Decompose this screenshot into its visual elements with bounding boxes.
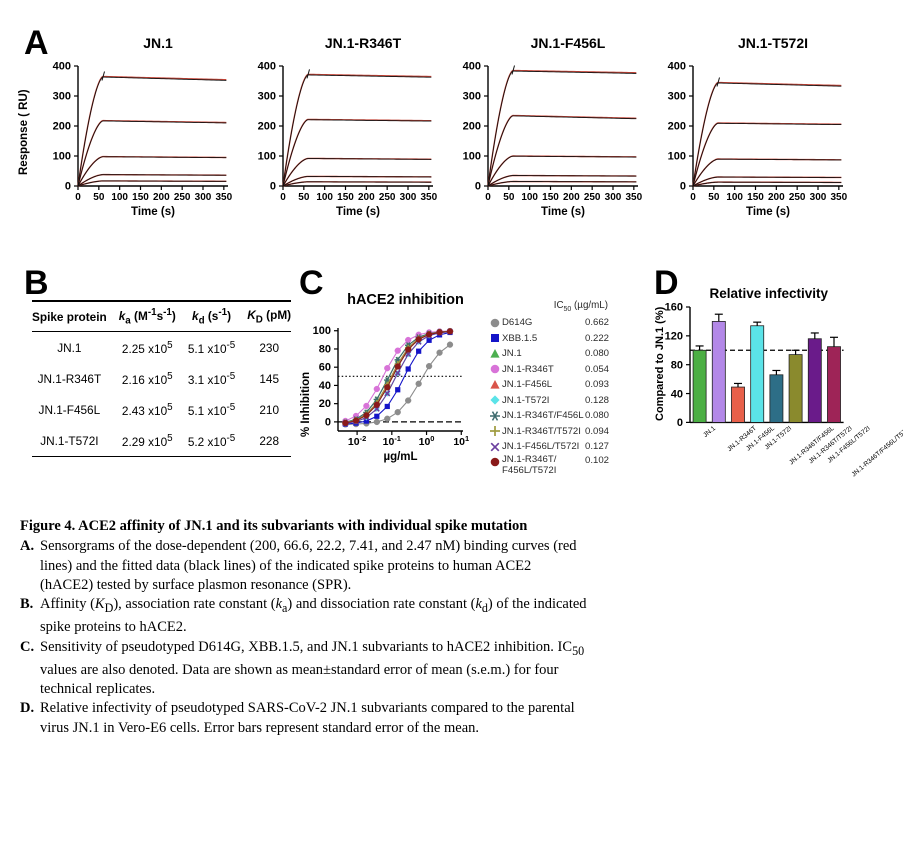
svg-text:40: 40 — [319, 380, 331, 392]
svg-text:0: 0 — [270, 181, 276, 193]
svg-text:400: 400 — [258, 61, 276, 73]
svg-text:150: 150 — [747, 192, 764, 203]
svg-text:200: 200 — [53, 121, 71, 133]
svg-text:400: 400 — [668, 61, 686, 73]
svg-text:10-2: 10-2 — [348, 434, 366, 449]
svg-text:20: 20 — [319, 398, 331, 410]
svg-text:300: 300 — [195, 192, 212, 203]
svg-text:50: 50 — [503, 192, 515, 203]
svg-text:50: 50 — [93, 192, 105, 203]
svg-text:100: 100 — [463, 151, 481, 163]
svg-text:JN.1: JN.1 — [143, 36, 173, 51]
svg-text:40: 40 — [671, 388, 683, 400]
svg-text:80: 80 — [319, 343, 331, 355]
svg-text:101: 101 — [453, 434, 469, 449]
svg-text:Relative infectivity: Relative infectivity — [710, 286, 829, 301]
svg-text:60: 60 — [319, 362, 331, 374]
svg-text:Time (s): Time (s) — [541, 206, 585, 218]
svg-text:300: 300 — [605, 192, 622, 203]
svg-text:JN.1-R346T: JN.1-R346T — [325, 36, 402, 51]
svg-text:100: 100 — [521, 192, 538, 203]
svg-text:250: 250 — [379, 192, 396, 203]
svg-text:350: 350 — [215, 192, 232, 203]
svg-text:50: 50 — [298, 192, 310, 203]
svg-text:100: 100 — [258, 151, 276, 163]
svg-text:400: 400 — [53, 61, 71, 73]
svg-text:300: 300 — [463, 91, 481, 103]
svg-text:150: 150 — [132, 192, 149, 203]
svg-text:10-1: 10-1 — [383, 434, 401, 449]
svg-text:0: 0 — [325, 416, 331, 428]
svg-text:0: 0 — [280, 192, 286, 203]
svg-text:150: 150 — [542, 192, 559, 203]
svg-text:hACE2 inhibition: hACE2 inhibition — [347, 292, 464, 308]
svg-text:200: 200 — [358, 192, 375, 203]
svg-text:0: 0 — [680, 181, 686, 193]
svg-text:200: 200 — [258, 121, 276, 133]
svg-text:200: 200 — [563, 192, 580, 203]
svg-text:JN.1-F456L: JN.1-F456L — [531, 36, 606, 51]
svg-text:160: 160 — [665, 302, 683, 314]
svg-text:0: 0 — [677, 417, 683, 429]
svg-text:200: 200 — [668, 121, 686, 133]
svg-text:250: 250 — [584, 192, 601, 203]
svg-text:200: 200 — [768, 192, 785, 203]
svg-text:150: 150 — [337, 192, 354, 203]
svg-text:0: 0 — [690, 192, 696, 203]
svg-text:50: 50 — [708, 192, 720, 203]
svg-text:300: 300 — [258, 91, 276, 103]
svg-text:350: 350 — [830, 192, 847, 203]
svg-text:300: 300 — [53, 91, 71, 103]
svg-text:100: 100 — [726, 192, 743, 203]
svg-text:µg/mL: µg/mL — [383, 451, 417, 463]
svg-text:100: 100 — [53, 151, 71, 163]
svg-text:100: 100 — [419, 434, 435, 449]
svg-text:350: 350 — [420, 192, 437, 203]
svg-text:100: 100 — [316, 192, 333, 203]
svg-text:200: 200 — [153, 192, 170, 203]
svg-text:200: 200 — [463, 121, 481, 133]
svg-text:300: 300 — [400, 192, 417, 203]
svg-text:0: 0 — [65, 181, 71, 193]
svg-text:Time (s): Time (s) — [336, 206, 380, 218]
svg-text:100: 100 — [313, 325, 331, 337]
svg-text:Time (s): Time (s) — [131, 206, 175, 218]
svg-text:0: 0 — [475, 181, 481, 193]
svg-text:100: 100 — [111, 192, 128, 203]
svg-text:0: 0 — [75, 192, 81, 203]
svg-text:250: 250 — [174, 192, 191, 203]
svg-text:250: 250 — [789, 192, 806, 203]
svg-text:350: 350 — [625, 192, 642, 203]
svg-text:400: 400 — [463, 61, 481, 73]
svg-text:300: 300 — [810, 192, 827, 203]
svg-text:80: 80 — [671, 359, 683, 371]
svg-text:0: 0 — [485, 192, 491, 203]
svg-text:120: 120 — [665, 331, 683, 343]
svg-text:100: 100 — [668, 151, 686, 163]
svg-text:300: 300 — [668, 91, 686, 103]
svg-text:JN.1-T572I: JN.1-T572I — [738, 36, 808, 51]
svg-text:Time (s): Time (s) — [746, 206, 790, 218]
